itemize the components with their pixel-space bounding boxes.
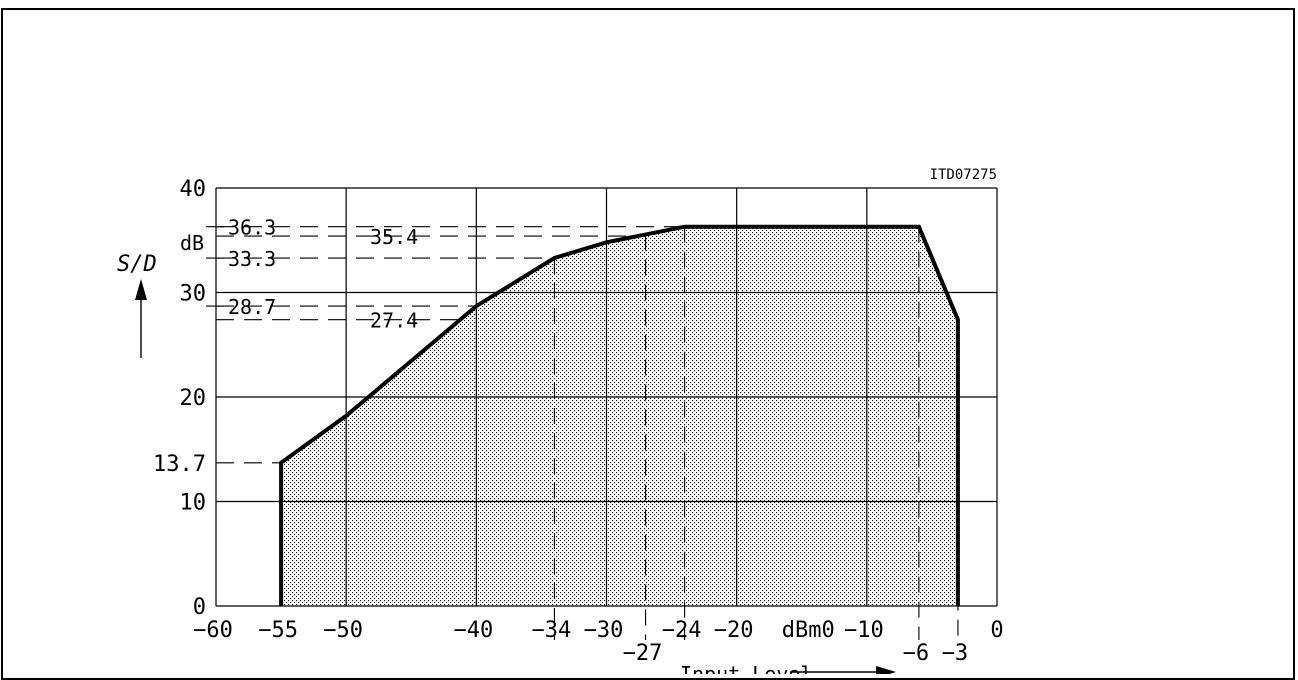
x-tick-label: −24 — [662, 618, 702, 643]
figure-id: ITD07275 — [930, 167, 997, 183]
x-tick-label: −55 — [258, 618, 298, 643]
x-tick-label: 0 — [990, 618, 1003, 643]
y-tick-label: 20 — [180, 386, 207, 411]
reference-level-label: 28.7 — [228, 295, 276, 319]
x-tick-label: −6 — [903, 641, 930, 666]
x-tick-label: −50 — [323, 618, 363, 643]
y-tick-label: 30 — [180, 282, 207, 307]
x-unit-label: dBm0 — [782, 618, 835, 643]
x-axis-arrow-head — [876, 666, 896, 674]
sd-curve — [279, 224, 960, 606]
x-tick-label: −34 — [532, 618, 572, 643]
y-tick-label: 0 — [193, 595, 206, 620]
y-axis-arrow-head — [135, 279, 147, 300]
x-tick-label: −20 — [714, 618, 754, 643]
reference-level-label: 36.3 — [228, 216, 276, 240]
x-tick-label: −40 — [453, 618, 493, 643]
x-axis-label: Input Level — [680, 662, 812, 674]
reference-level-label: 33.3 — [228, 247, 276, 271]
y-axis-label: S/D — [117, 252, 157, 277]
x-tick-label: −60 — [193, 618, 233, 643]
y-tick-label: 10 — [180, 491, 207, 516]
x-tick-label: −30 — [584, 618, 624, 643]
y-axis-unit-label: dB — [180, 231, 204, 255]
x-tick-label: −3 — [942, 641, 969, 666]
x-tick-label: −10 — [844, 618, 884, 643]
reference-level-label: 27.4 — [370, 309, 418, 333]
y-tick-label: 13.7 — [153, 452, 206, 477]
x-tick-label: −27 — [623, 641, 663, 666]
shaded-region — [281, 226, 958, 606]
y-tick-label: 40 — [180, 177, 207, 202]
reference-level-label: 35.4 — [370, 225, 418, 249]
